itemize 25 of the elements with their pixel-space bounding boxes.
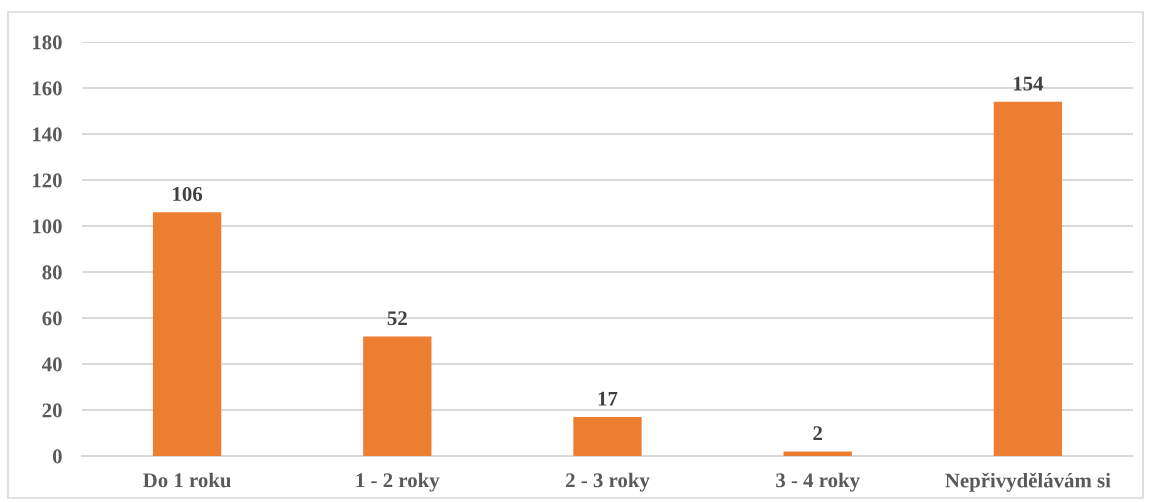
data-label: 52 — [387, 311, 407, 326]
y-tick-label: 20 — [42, 403, 62, 418]
data-label: 154 — [1013, 76, 1044, 91]
y-tick-label: 160 — [32, 81, 62, 96]
y-tick-label: 0 — [52, 449, 62, 464]
y-tick-label: 80 — [42, 265, 62, 280]
x-tick-label: 1 - 2 roky — [356, 472, 440, 492]
data-label: 2 — [813, 426, 823, 441]
data-label: 106 — [173, 186, 203, 202]
bar — [152, 212, 222, 456]
bar — [783, 451, 852, 456]
y-tick-label: 140 — [32, 127, 62, 142]
data-label: 17 — [598, 391, 618, 406]
x-tick-label: 3 - 4 roky — [776, 472, 860, 492]
y-tick-label: 100 — [32, 219, 62, 234]
x-tick-label: Do 1 roku — [143, 472, 231, 488]
bar — [993, 101, 1063, 456]
y-tick-label: 40 — [42, 357, 62, 372]
bar — [363, 336, 432, 456]
bar — [573, 416, 642, 456]
x-tick-label: Nepřivydělávám si — [945, 472, 1111, 492]
y-tick-label: 120 — [32, 173, 62, 188]
y-tick-label: 180 — [32, 35, 62, 50]
y-tick-label: 60 — [42, 311, 62, 326]
x-tick-label: 2 - 3 roky — [566, 472, 650, 492]
